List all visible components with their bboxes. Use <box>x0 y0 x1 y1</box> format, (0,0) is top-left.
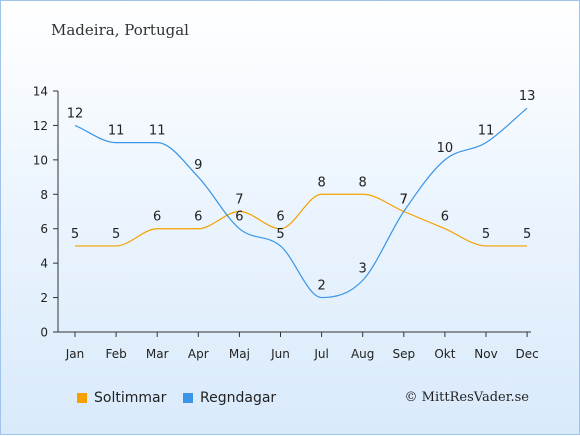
legend-swatch-soltimmar <box>77 393 87 403</box>
y-tick-label: 12 <box>33 119 48 133</box>
data-label-regndagar: 11 <box>149 124 166 139</box>
x-tick-label: Aug <box>351 347 374 361</box>
data-label-soltimmar: 7 <box>400 193 408 208</box>
y-tick-label: 6 <box>40 222 48 236</box>
data-label-regndagar: 2 <box>317 279 325 294</box>
x-tick-label: Maj <box>229 347 250 361</box>
data-label-regndagar: 10 <box>437 141 454 156</box>
chart-title: Madeira, Portugal <box>51 21 189 39</box>
y-tick-label: 8 <box>40 188 48 202</box>
x-tick-label: Mar <box>146 347 169 361</box>
y-tick-label: 10 <box>33 153 48 167</box>
y-tick-label: 4 <box>40 257 48 271</box>
x-tick-label: Sep <box>392 347 415 361</box>
data-label-regndagar: 12 <box>67 106 84 121</box>
x-tick-label: Jan <box>65 347 85 361</box>
data-label-soltimmar: 6 <box>441 210 449 225</box>
legend-item-soltimmar: Soltimmar <box>77 390 166 406</box>
data-label-regndagar: 11 <box>108 124 125 139</box>
x-tick-label: Dec <box>515 347 538 361</box>
legend-label-soltimmar: Soltimmar <box>94 390 167 406</box>
x-tick-label: Feb <box>105 347 126 361</box>
x-tick-label: Apr <box>188 347 209 361</box>
y-tick-label: 2 <box>40 291 48 305</box>
data-label-soltimmar: 5 <box>71 227 79 242</box>
x-tick-label: Jun <box>270 347 290 361</box>
data-label-soltimmar: 5 <box>482 227 490 242</box>
legend-label-regndagar: Regndagar <box>200 390 277 406</box>
data-label-soltimmar: 6 <box>194 210 202 225</box>
data-label-regndagar: 11 <box>478 124 495 139</box>
y-tick-label: 14 <box>33 85 48 99</box>
y-tick-label: 0 <box>40 326 48 340</box>
data-label-regndagar: 7 <box>400 193 408 208</box>
data-label-regndagar: 9 <box>194 158 202 173</box>
x-tick-label: Jul <box>313 347 328 361</box>
data-label-soltimmar: 6 <box>153 210 161 225</box>
data-label-soltimmar: 6 <box>276 210 284 225</box>
data-label-soltimmar: 8 <box>359 175 367 190</box>
copyright-text: © MittResVader.se <box>404 390 529 405</box>
data-label-regndagar: 13 <box>519 89 536 104</box>
series-line-regndagar <box>74 107 528 299</box>
series-line-soltimmar <box>75 193 528 247</box>
data-label-soltimmar: 7 <box>235 193 243 208</box>
legend-swatch-regndagar <box>183 393 193 403</box>
legend-item-regndagar: Regndagar <box>183 390 276 406</box>
data-label-regndagar: 6 <box>235 210 243 225</box>
x-tick-label: Nov <box>474 347 497 361</box>
data-label-regndagar: 5 <box>276 227 284 242</box>
x-tick-label: Okt <box>434 347 455 361</box>
data-label-soltimmar: 5 <box>112 227 120 242</box>
data-label-regndagar: 3 <box>359 261 367 276</box>
data-label-soltimmar: 5 <box>523 227 531 242</box>
data-label-soltimmar: 8 <box>317 175 325 190</box>
